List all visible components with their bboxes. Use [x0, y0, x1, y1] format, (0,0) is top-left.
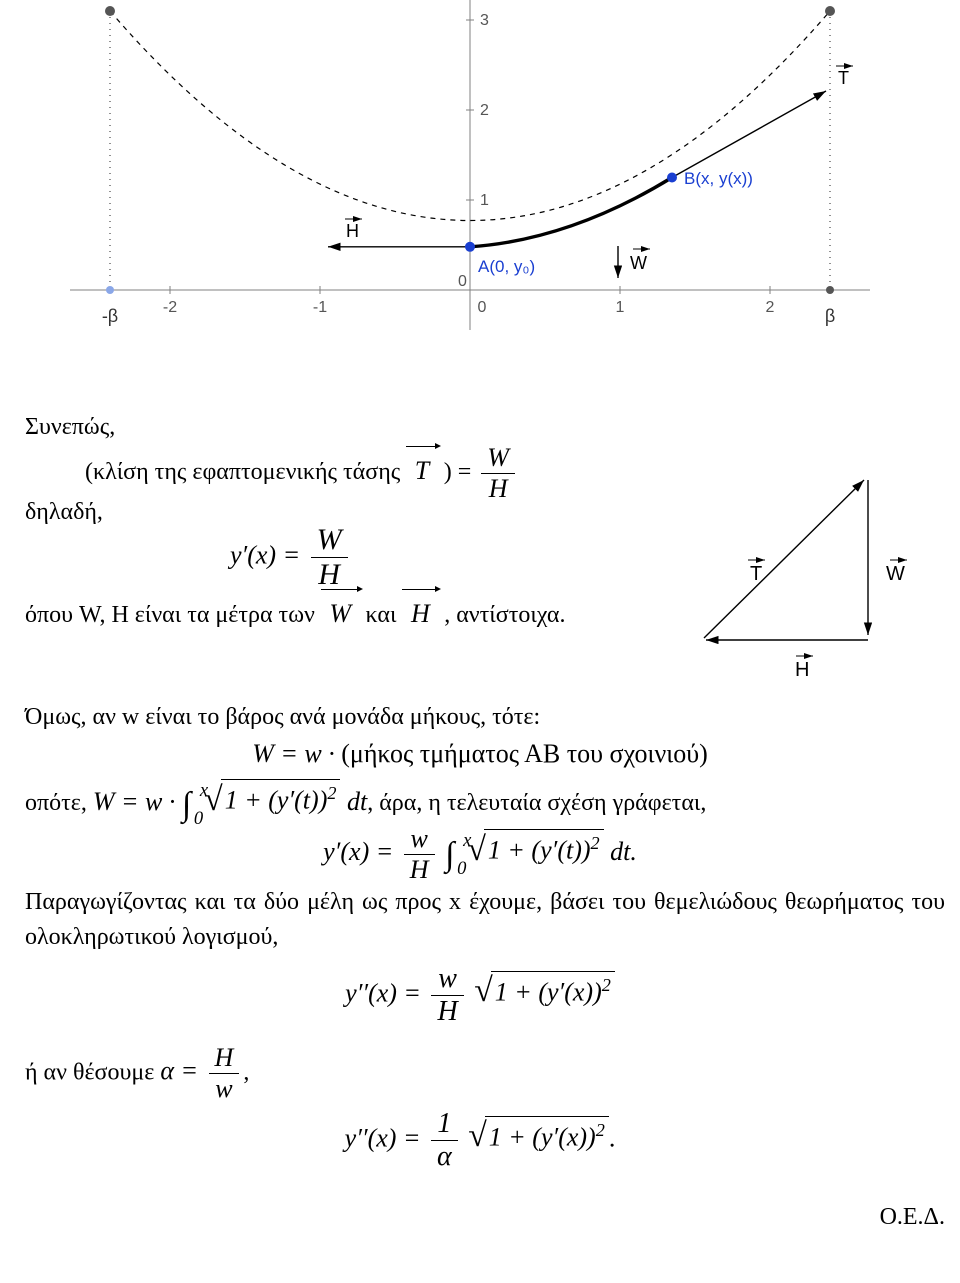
p2-pre: (κλίση της εφαπτομενικής τάσης	[85, 459, 406, 485]
para-7: Παραγωγίζοντας και τα δύο μέλη ως προς x…	[25, 885, 945, 955]
para-4: όπου W, H είναι τα μέτρα των W και H , α…	[25, 595, 655, 633]
vec-H-inline: H	[411, 599, 430, 628]
equation-5: y′′(x) = wH √1 + (y′(x))2	[0, 965, 960, 1026]
label-W-vec: W	[630, 253, 647, 273]
tri-label-H: H	[795, 659, 809, 680]
catenary-diagram: -2 -1 0 1 2 1 2 3	[70, 0, 870, 340]
label-T-vec: T	[838, 68, 849, 88]
para-6: οπότε, W = w · ∫x0 √1 + (y′(t))2 dt, άρα…	[25, 775, 945, 829]
catenary-svg: -2 -1 0 1 2 1 2 3	[70, 0, 870, 340]
svg-text:3: 3	[480, 12, 489, 29]
vec-W-inline: W	[329, 599, 351, 628]
para-1: Συνεπώς,	[25, 410, 945, 445]
svg-text:1: 1	[616, 299, 625, 316]
para-5: Όμως, αν w είναι το βάρος ανά μονάδα μήκ…	[25, 700, 945, 735]
para-8: ή αν θέσουμε α = Hw,	[25, 1045, 945, 1102]
svg-text:-2: -2	[163, 299, 177, 316]
label-pos-beta: β	[825, 306, 835, 326]
para-2: (κλίση της εφαπτομενικής τάσης T ) = W H	[25, 445, 705, 502]
vec-T-inline: T	[415, 456, 429, 485]
label-B: B(x, y(x))	[684, 169, 753, 188]
equation-7: y′′(x) = 1α √1 + (y′(x))2.	[0, 1110, 960, 1171]
label-H-vec: H	[346, 221, 359, 241]
svg-text:0: 0	[478, 299, 487, 316]
svg-text:2: 2	[480, 102, 489, 119]
svg-text:-1: -1	[313, 299, 327, 316]
qed: Ο.Ε.Δ.	[25, 1200, 945, 1235]
equation-2: W = w · (μήκος τμήματος ΑΒ του σχοινιού)	[0, 735, 960, 773]
label-neg-beta: -β	[102, 306, 118, 326]
label-origin: 0	[458, 273, 467, 290]
svg-text:1: 1	[480, 192, 489, 209]
equation-4: y′(x) = wH ∫x0 √1 + (y′(t))2 dt.	[0, 825, 960, 883]
frac-W-H-1: W H	[477, 445, 519, 502]
p2-post: ) =	[438, 459, 478, 485]
label-A: A(0, y₀)	[478, 257, 535, 276]
svg-text:2: 2	[766, 299, 775, 316]
equation-1: y′(x) = W H	[230, 525, 945, 590]
